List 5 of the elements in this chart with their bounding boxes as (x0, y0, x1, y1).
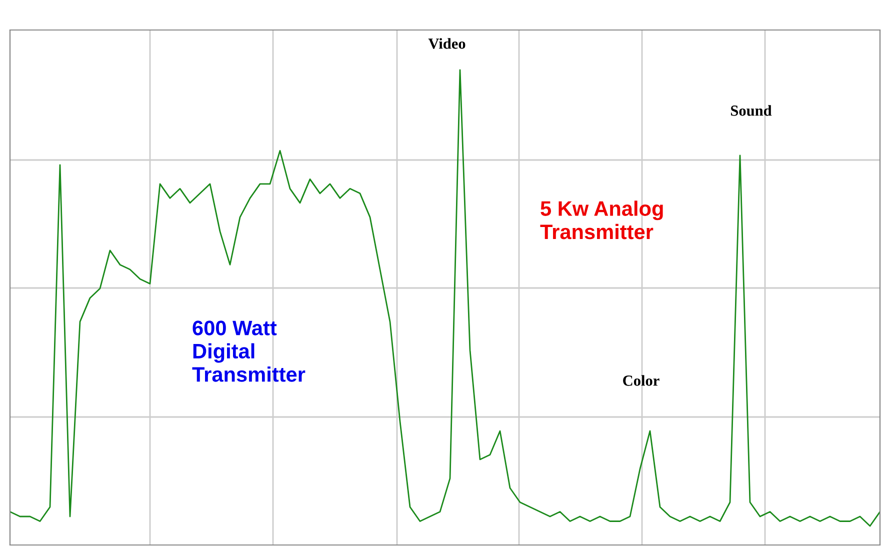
annotation: 600 Watt Digital Transmitter (192, 320, 306, 382)
text: Video (428, 38, 466, 49)
annotation: 5 Kw Analog Transmitter (540, 200, 663, 240)
annotation: Sound (731, 105, 772, 116)
annotation: Color (623, 375, 660, 386)
